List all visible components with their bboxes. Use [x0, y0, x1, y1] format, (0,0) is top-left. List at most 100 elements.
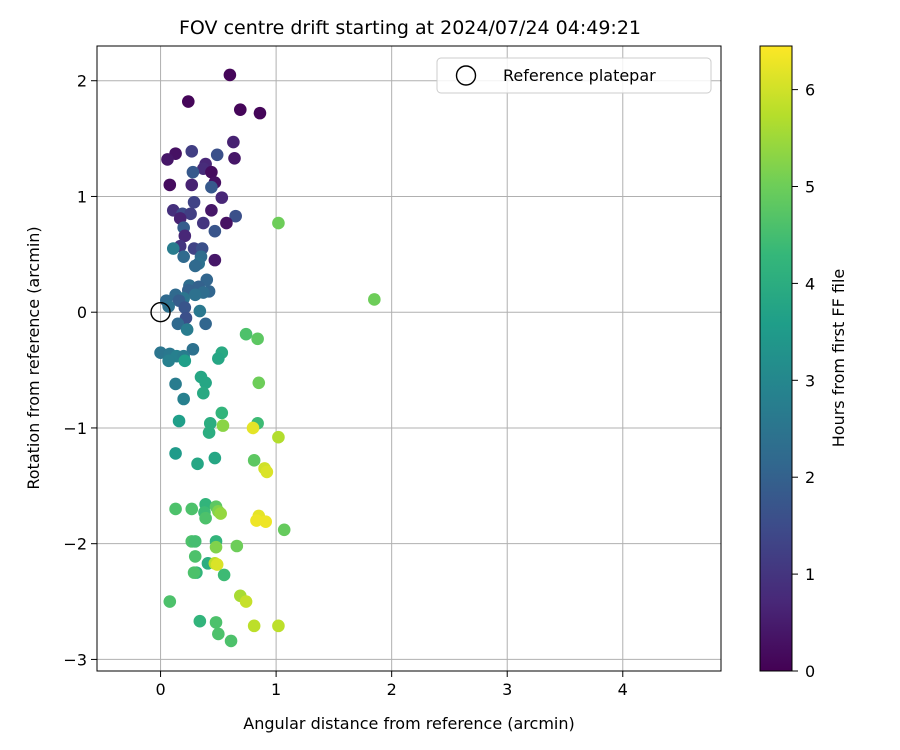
data-point	[227, 135, 240, 149]
y-tick-label: 0	[77, 303, 87, 322]
y-tick-label: 1	[77, 187, 87, 206]
data-point	[216, 419, 230, 432]
data-point	[181, 95, 195, 108]
data-point	[169, 502, 182, 516]
data-point	[171, 317, 185, 331]
colorbar-tick-label: 6	[805, 81, 815, 100]
data-point	[203, 417, 217, 430]
data-point	[163, 595, 177, 608]
data-point	[214, 507, 227, 520]
x-tick-label: 4	[618, 680, 628, 699]
legend-label: Reference platepar	[503, 66, 656, 85]
colorbar: 0 1 2 3 4 5 6 Hours from first FF file	[759, 45, 848, 681]
data-point	[172, 414, 186, 428]
colorbar-tick-label: 5	[805, 178, 815, 197]
y-tick-label: −1	[63, 419, 87, 438]
colorbar-tick-label: 0	[805, 662, 815, 681]
x-axis-label: Angular distance from reference (arcmin)	[243, 714, 574, 733]
data-points	[154, 68, 381, 648]
data-point	[209, 616, 223, 629]
colorbar-tick-label: 2	[805, 468, 815, 487]
data-point	[188, 535, 202, 548]
data-point	[188, 259, 202, 273]
data-point	[199, 317, 212, 331]
data-point	[277, 523, 291, 537]
data-point	[217, 568, 231, 582]
data-point	[239, 327, 253, 341]
data-point	[188, 550, 202, 563]
data-point	[210, 148, 224, 162]
data-point	[210, 558, 224, 571]
y-tick-label: −2	[63, 535, 87, 554]
data-point	[205, 180, 218, 194]
data-point	[272, 619, 285, 633]
x-tick-label: 1	[271, 680, 281, 699]
data-point	[184, 207, 197, 221]
legend-box	[436, 57, 712, 94]
data-point	[166, 242, 180, 255]
x-tick-label: 3	[502, 680, 512, 699]
data-point	[215, 406, 229, 420]
data-point	[154, 346, 167, 360]
data-point	[272, 216, 285, 230]
reference-marker-layer	[150, 302, 171, 323]
y-axis-ticks: −3 −2 −1 0 1 2	[63, 72, 97, 669]
data-point	[228, 151, 241, 165]
data-point	[186, 165, 200, 179]
x-axis-ticks: 0 1 2 3 4	[155, 671, 628, 699]
data-point	[224, 634, 238, 648]
data-point	[187, 566, 201, 579]
colorbar-tick-label: 3	[805, 371, 815, 390]
data-point	[368, 293, 381, 306]
data-point	[178, 229, 192, 243]
data-point	[229, 209, 242, 223]
data-point	[178, 301, 192, 314]
data-point	[169, 447, 182, 460]
data-point	[272, 430, 285, 444]
data-point	[212, 352, 225, 365]
plot-frame	[96, 45, 722, 672]
data-point	[252, 376, 266, 390]
x-tick-label: 0	[155, 680, 165, 699]
data-point	[185, 145, 199, 158]
data-point	[260, 465, 274, 479]
y-axis-label: Rotation from reference (arcmin)	[24, 226, 43, 489]
data-point	[197, 216, 210, 230]
data-point	[251, 332, 264, 346]
data-point	[205, 165, 218, 179]
chart-title: FOV centre drift starting at 2024/07/24 …	[179, 17, 641, 39]
colorbar-ticks: 0 1 2 3 4 5 6	[792, 81, 815, 681]
data-point	[180, 323, 194, 336]
colorbar-tick-label: 4	[805, 274, 815, 293]
data-point	[212, 627, 225, 641]
colorbar-bar	[759, 45, 793, 672]
data-point	[161, 153, 174, 166]
data-point	[220, 216, 233, 230]
data-point	[246, 421, 260, 435]
data-point	[178, 354, 192, 368]
data-point	[239, 595, 253, 608]
data-point	[208, 253, 222, 267]
data-point	[208, 224, 222, 238]
colorbar-label: Hours from first FF file	[829, 269, 848, 448]
colorbar-tick-label: 1	[805, 565, 815, 584]
data-point	[205, 204, 218, 217]
data-point	[162, 354, 175, 368]
data-point	[177, 392, 190, 406]
data-point	[186, 342, 200, 356]
data-point	[197, 386, 210, 400]
y-tick-label: −3	[63, 650, 87, 669]
data-point	[169, 377, 182, 391]
data-point	[208, 451, 222, 465]
data-point	[247, 454, 261, 467]
data-point	[188, 288, 202, 302]
data-point	[185, 502, 199, 516]
reference-platepar-marker	[150, 302, 171, 323]
data-point	[187, 195, 201, 209]
data-point	[202, 426, 216, 439]
data-point	[193, 304, 207, 318]
data-point	[233, 103, 247, 116]
data-point	[191, 457, 204, 471]
data-point	[223, 68, 237, 82]
